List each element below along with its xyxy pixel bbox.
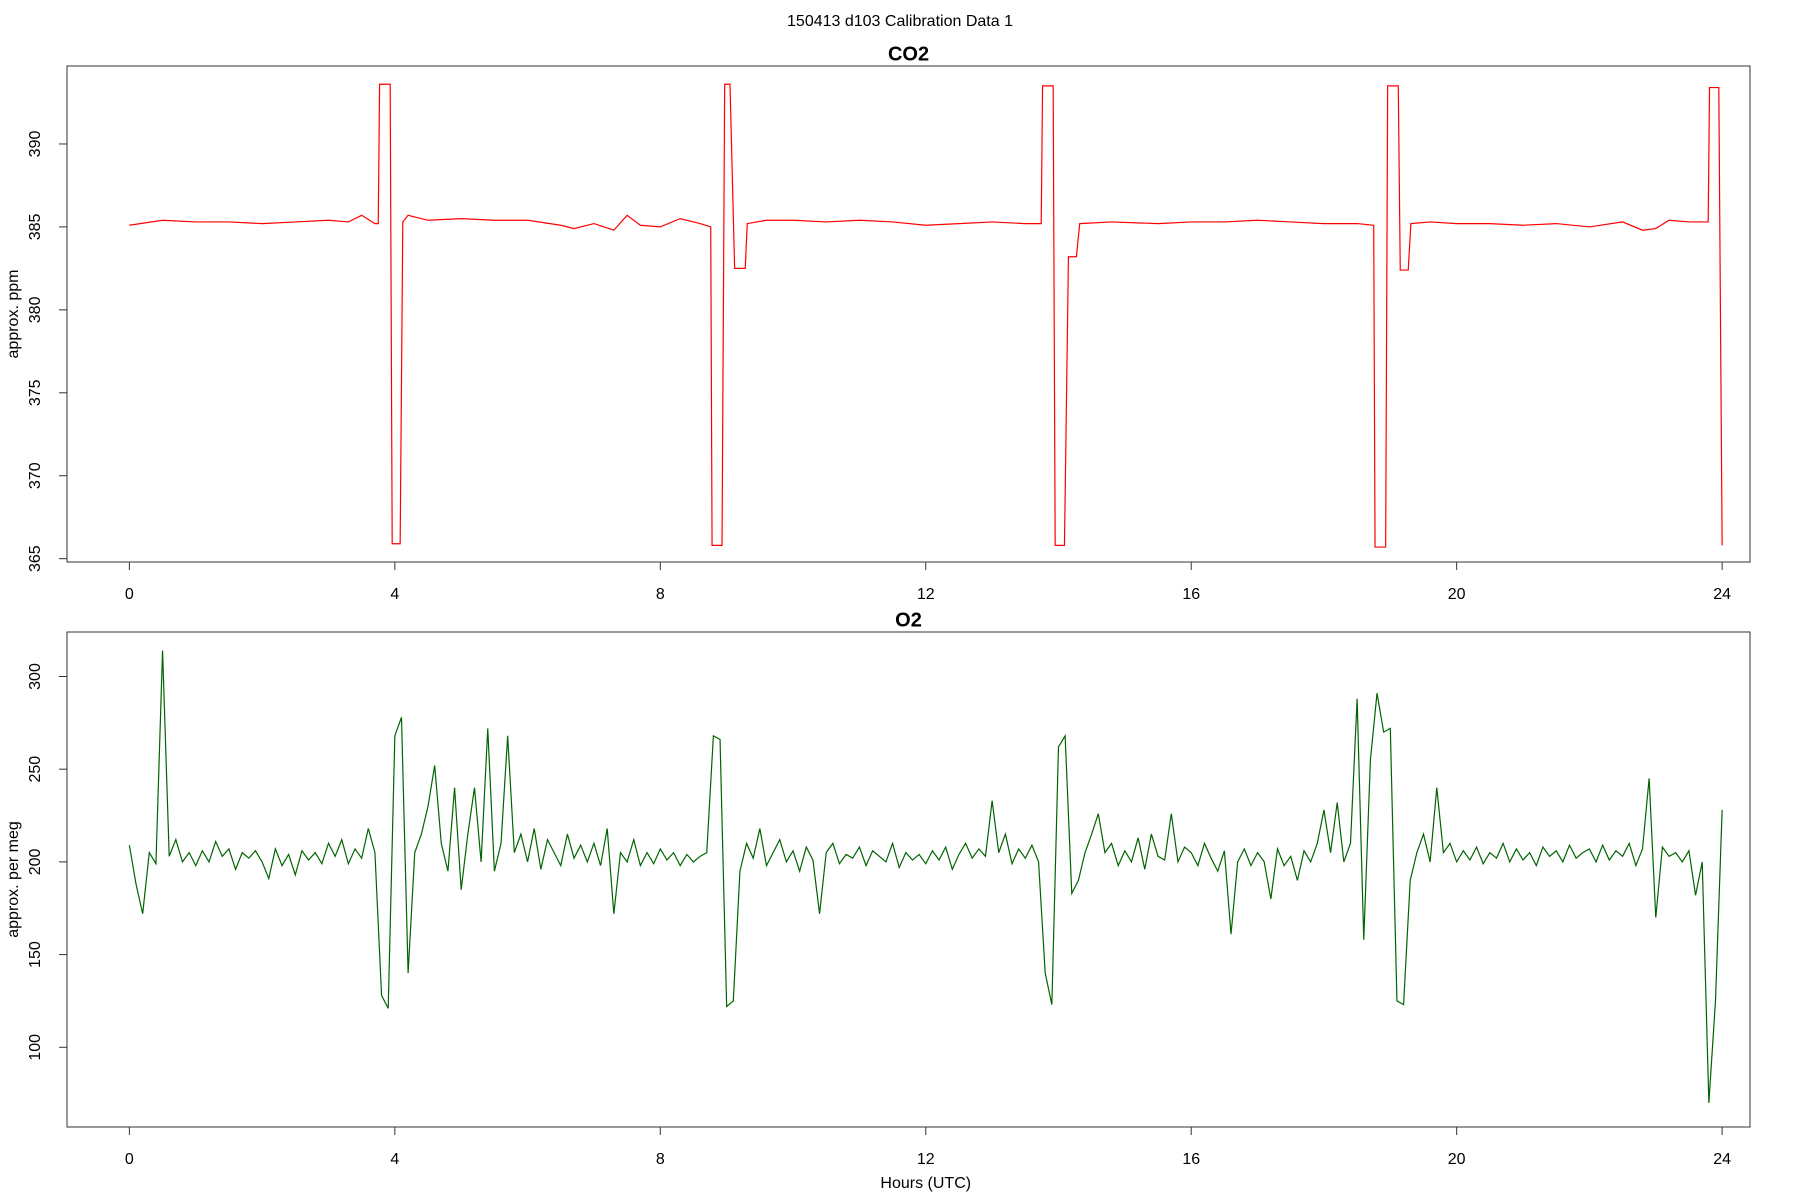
y-tick-label: 370	[27, 462, 44, 489]
y-tick-label: 365	[27, 545, 44, 572]
y-tick-label: 100	[27, 1034, 44, 1061]
y-tick-label: 150	[27, 941, 44, 968]
page-title: 150413 d103 Calibration Data 1	[787, 13, 1013, 30]
x-tick-label: 16	[1182, 1151, 1200, 1168]
y-tick-label: 300	[27, 663, 44, 690]
x-tick-label: 24	[1713, 1151, 1731, 1168]
x-tick-label: 4	[390, 586, 399, 603]
plot-title: CO2	[888, 43, 929, 65]
y-tick-label: 250	[27, 756, 44, 783]
x-axis-label: Hours (UTC)	[880, 1175, 971, 1192]
x-tick-label: 20	[1448, 1151, 1466, 1168]
x-tick-label: 12	[917, 1151, 935, 1168]
x-tick-label: 12	[917, 586, 935, 603]
x-tick-label: 20	[1448, 586, 1466, 603]
plot-frame	[66, 631, 1751, 1128]
x-tick-label: 24	[1713, 586, 1731, 603]
y-tick-label: 385	[27, 213, 44, 240]
y-axis-label: approx. per meg	[5, 821, 22, 938]
plot-title: O2	[895, 609, 922, 631]
y-tick-label: 200	[27, 848, 44, 875]
x-tick-label: 8	[656, 586, 665, 603]
data-line	[128, 650, 1723, 1103]
y-tick-label: 390	[27, 131, 44, 158]
plot-frame	[66, 65, 1751, 563]
x-tick-label: 0	[125, 586, 134, 603]
y-axis-label: approx. ppm	[5, 270, 22, 359]
y-tick-label: 380	[27, 296, 44, 323]
x-tick-label: 16	[1182, 586, 1200, 603]
y-tick-label: 375	[27, 379, 44, 406]
data-line	[129, 83, 1723, 548]
x-tick-label: 8	[656, 1151, 665, 1168]
x-tick-label: 4	[390, 1151, 399, 1168]
x-tick-label: 0	[125, 1151, 134, 1168]
